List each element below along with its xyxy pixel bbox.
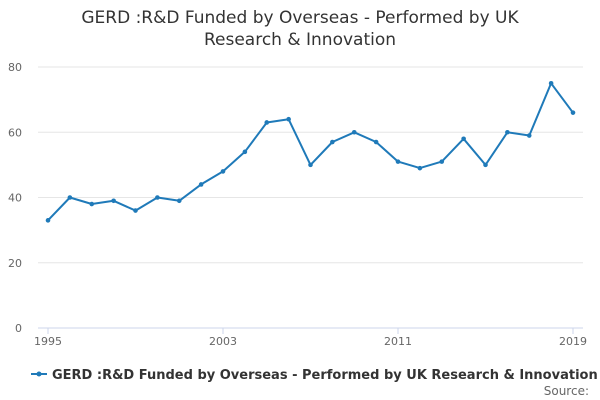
- y-tick-label: 40: [8, 192, 22, 205]
- x-axis: [38, 327, 583, 334]
- data-point[interactable]: [351, 129, 357, 135]
- gridlines: [38, 66, 583, 264]
- data-point[interactable]: [330, 139, 335, 145]
- data-point[interactable]: [548, 81, 554, 86]
- data-point[interactable]: [155, 195, 160, 200]
- data-point[interactable]: [133, 208, 138, 213]
- data-point[interactable]: [89, 201, 95, 207]
- data-point[interactable]: [461, 136, 466, 142]
- data-point[interactable]: [526, 133, 532, 138]
- series-layer: [45, 81, 576, 223]
- data-point[interactable]: [439, 159, 445, 164]
- data-point[interactable]: [308, 162, 313, 168]
- x-tick-label: 2003: [209, 335, 237, 348]
- series-line: [47, 82, 574, 222]
- source-label: Source:: [544, 384, 589, 398]
- legend-marker-swatch: [36, 371, 42, 377]
- data-point[interactable]: [570, 110, 576, 115]
- x-axis-tick-labels: 1995 2003 2011 2019: [34, 335, 587, 348]
- data-point[interactable]: [395, 159, 401, 164]
- data-point[interactable]: [483, 162, 488, 168]
- data-point[interactable]: [417, 165, 423, 171]
- x-tick-label: 1995: [34, 335, 62, 348]
- x-tick-label: 2011: [384, 335, 412, 348]
- chart-title-line-2: Research & Innovation: [204, 30, 396, 50]
- y-tick-label: 0: [15, 322, 22, 335]
- y-tick-label: 20: [8, 257, 22, 270]
- data-point[interactable]: [111, 198, 116, 204]
- data-point[interactable]: [176, 198, 182, 204]
- y-tick-label: 80: [8, 61, 22, 74]
- data-point[interactable]: [286, 116, 291, 122]
- y-tick-label: 60: [8, 126, 22, 139]
- data-point[interactable]: [373, 139, 379, 145]
- data-point[interactable]: [220, 169, 226, 174]
- legend[interactable]: GERD :R&D Funded by Overseas - Performed…: [31, 368, 598, 383]
- data-point[interactable]: [505, 129, 510, 135]
- data-point[interactable]: [67, 195, 73, 200]
- data-point[interactable]: [198, 182, 204, 187]
- chart-title-line-1: GERD :R&D Funded by Overseas - Performed…: [81, 8, 519, 28]
- y-axis-tick-labels: 0 20 40 60 80: [8, 61, 22, 335]
- data-point[interactable]: [45, 218, 51, 223]
- data-point[interactable]: [242, 149, 248, 155]
- x-tick-label: 2019: [559, 335, 587, 348]
- data-point[interactable]: [264, 120, 270, 125]
- legend-entry-label: GERD :R&D Funded by Overseas - Performed…: [52, 368, 598, 383]
- chart-title: GERD :R&D Funded by Overseas - Performed…: [81, 8, 519, 50]
